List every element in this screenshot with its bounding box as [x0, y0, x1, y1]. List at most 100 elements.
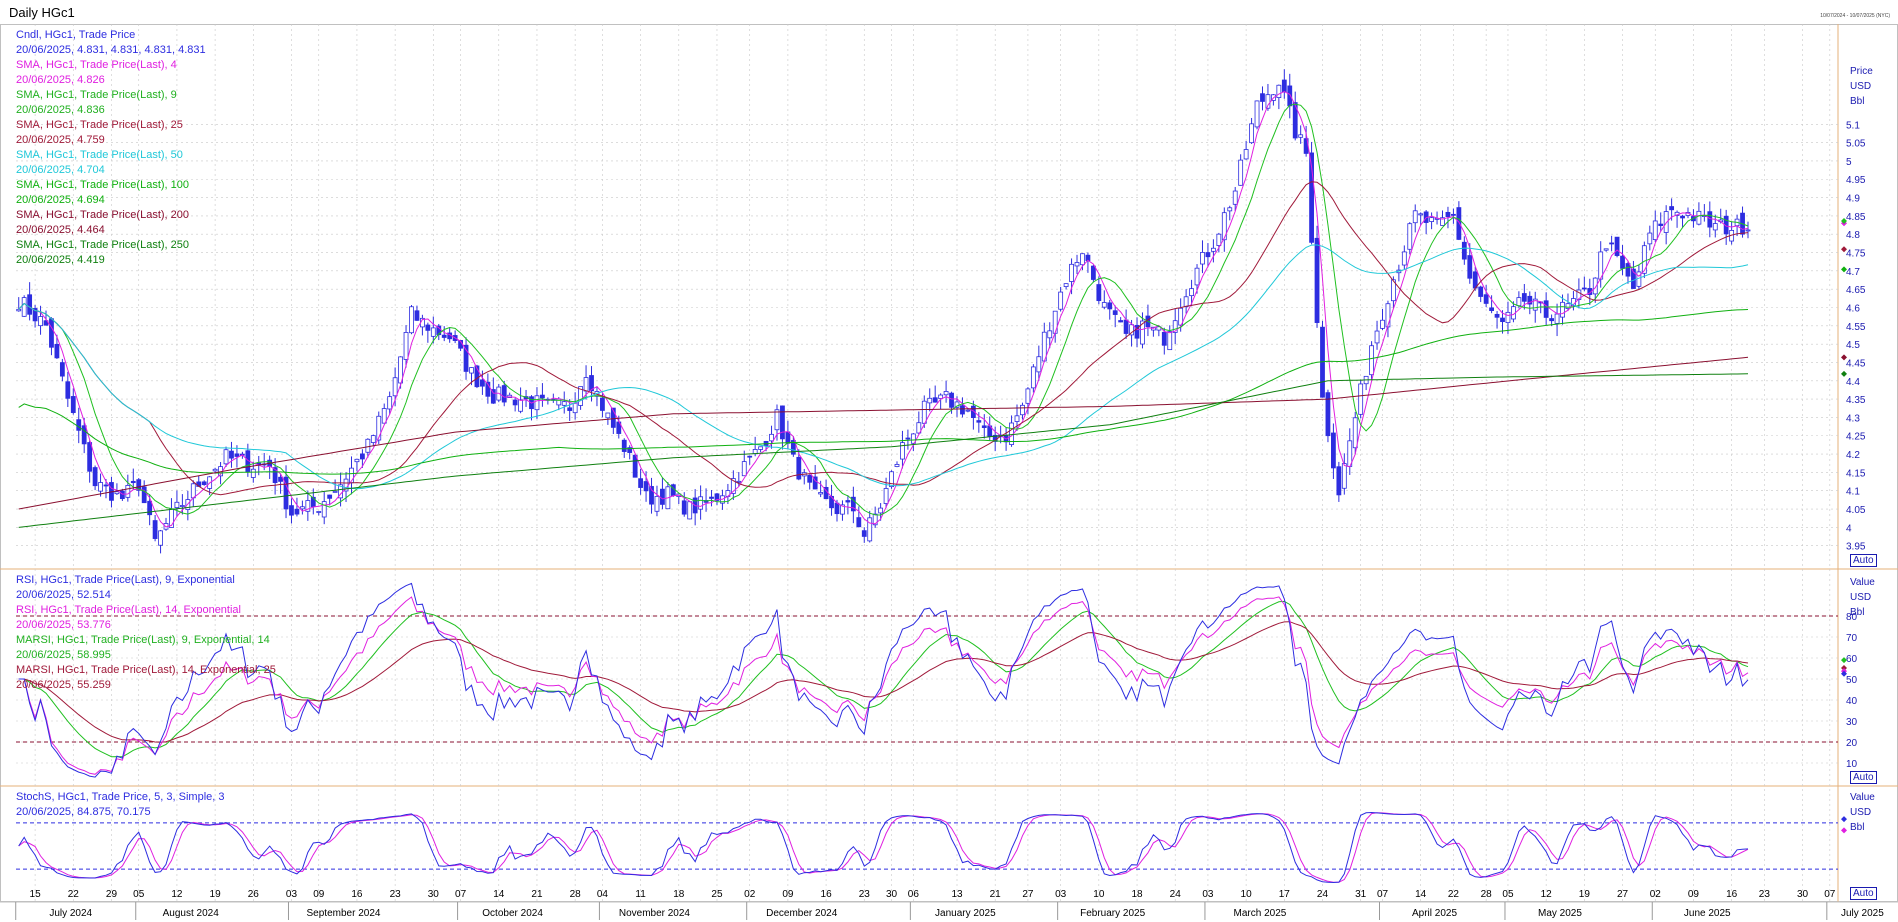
candle-body — [1118, 320, 1124, 323]
candle-body — [1292, 102, 1298, 139]
candle-body — [1478, 286, 1484, 297]
legend-entry-name: SMA, HGc1, Trade Price(Last), 4 — [16, 59, 177, 71]
sma-25-line — [18, 181, 1749, 496]
price-tick-label: 4.15 — [1846, 468, 1866, 479]
candle-body — [1112, 310, 1118, 315]
stoch-axis-title: Value USD Bbl — [1850, 790, 1875, 835]
candle-body — [1189, 288, 1194, 297]
axis-unit-label: Value — [1850, 577, 1875, 588]
day-tick-label: 19 — [1579, 889, 1591, 900]
legend-entry-value: 20/06/2025, 4.704 — [16, 164, 105, 176]
candle-body — [927, 397, 933, 404]
price-auto-scale-button[interactable]: Auto — [1850, 554, 1877, 567]
legend-entry-value: 20/06/2025, 55.259 — [16, 679, 111, 691]
candle-body — [272, 467, 278, 483]
candle-body — [147, 500, 153, 516]
rsi-auto-scale-button[interactable]: Auto — [1850, 771, 1877, 784]
candle-body — [534, 395, 540, 411]
candle-body — [872, 513, 878, 526]
candle-body — [1418, 213, 1424, 216]
candle-body — [27, 294, 33, 315]
legend-entry-value: 20/06/2025, 4.759 — [16, 134, 105, 146]
day-tick-label: 23 — [1759, 889, 1771, 900]
day-tick-label: 07 — [1824, 889, 1836, 900]
candle-body — [1194, 267, 1200, 286]
candle-body — [480, 379, 485, 387]
candle-body — [119, 490, 125, 500]
candle-body — [1314, 237, 1320, 323]
price-tick-label: 4.85 — [1846, 212, 1866, 223]
candle-body — [758, 446, 764, 450]
candle-body — [518, 399, 523, 412]
day-tick-label: 28 — [1481, 889, 1493, 900]
candle-body — [1298, 134, 1304, 138]
candle-body — [1581, 287, 1587, 290]
candle-body — [114, 491, 120, 495]
candle-body — [1140, 320, 1145, 345]
candle-body — [780, 405, 785, 440]
axis-unit-label: Price — [1850, 66, 1873, 77]
candle-body — [818, 492, 824, 495]
candle-body — [1374, 330, 1380, 344]
candle-body — [403, 332, 409, 360]
day-tick-label: 02 — [744, 889, 756, 900]
candle-body — [490, 389, 496, 404]
candle-body — [250, 468, 256, 478]
candle-body — [1472, 271, 1478, 289]
candle-body — [425, 324, 431, 331]
candle-body — [878, 507, 884, 514]
candle-body — [1227, 207, 1233, 212]
date-range-label: 10/07/2024 - 10/07/2025 (NYC) — [1820, 13, 1890, 19]
legend-entry-value: 20/06/2025, 58.995 — [16, 649, 111, 661]
legend-entry-name: SMA, HGc1, Trade Price(Last), 200 — [16, 209, 190, 221]
candle-body — [141, 486, 147, 504]
candle-body — [681, 500, 687, 515]
chart-area[interactable]: 3.95 4 4.05 4.1 4.15 4.2 4.25 4.3 4.35 4.4 4.45 4.5… — [0, 24, 1898, 922]
day-tick-label: 28 — [570, 889, 582, 900]
candles — [16, 69, 1751, 554]
rsi-14-line — [18, 596, 1749, 775]
legend-entry-value: 20/06/2025, 53.776 — [16, 619, 111, 631]
candle-body — [430, 327, 436, 337]
candle-body — [1652, 220, 1658, 241]
legend-entry-name: MARSI, HGc1, Trade Price(Last), 14, Expo… — [16, 664, 276, 676]
price-tick-label: 4.2 — [1846, 450, 1860, 461]
legend-entry-name: SMA, HGc1, Trade Price(Last), 50 — [16, 149, 183, 161]
candle-body — [1521, 293, 1527, 302]
candle-body — [905, 437, 911, 440]
legend-entry-value: 20/06/2025, 4.419 — [16, 254, 105, 266]
candle-body — [938, 394, 944, 399]
legend-entry-name: Cndl, HGc1, Trade Price — [16, 29, 136, 41]
candle-body — [354, 458, 360, 463]
last-value-marker — [1841, 664, 1847, 671]
candle-body — [1243, 149, 1249, 160]
candle-body — [392, 377, 398, 397]
candle-body — [627, 447, 633, 453]
rsi-tick-label: 60 — [1846, 654, 1858, 665]
candle-body — [376, 415, 382, 441]
candle-body — [660, 488, 665, 505]
stoch-auto-scale-button[interactable]: Auto — [1850, 887, 1877, 900]
day-tick-label: 27 — [1617, 889, 1629, 900]
price-tick-label: 4.35 — [1846, 395, 1866, 406]
candle-body — [1276, 84, 1282, 98]
last-value-marker — [1841, 246, 1847, 253]
day-tick-label: 07 — [455, 889, 467, 900]
rsi-tick-label: 10 — [1846, 759, 1858, 770]
candle-body — [229, 450, 234, 459]
candle-body — [883, 488, 889, 504]
candle-body — [610, 407, 616, 428]
candle-body — [1516, 297, 1522, 307]
candle-body — [932, 397, 938, 403]
day-tick-label: 21 — [531, 889, 543, 900]
rsi-tick-label: 80 — [1846, 612, 1858, 623]
candle-body — [861, 530, 867, 537]
candle-body — [638, 478, 644, 488]
candle-body — [1380, 319, 1385, 329]
candle-body — [1281, 79, 1287, 93]
candle-body — [38, 316, 43, 327]
candle-body — [578, 386, 584, 406]
day-tick-label: 15 — [30, 889, 42, 900]
candle-body — [632, 454, 638, 478]
candle-body — [1451, 213, 1456, 216]
